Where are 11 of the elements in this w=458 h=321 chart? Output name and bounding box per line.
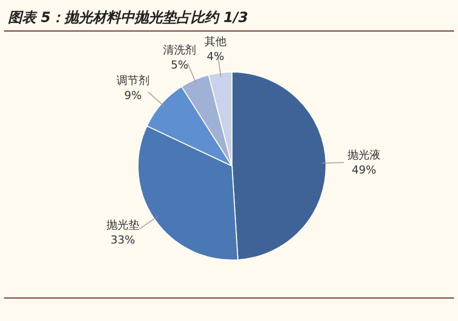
data-label: 4% — [206, 50, 224, 63]
slice-label: 抛光液 — [347, 148, 380, 162]
slice-label: 抛光垫 — [106, 218, 140, 232]
slice-label: 调节剂 — [116, 74, 150, 87]
data-label: 33% — [110, 233, 136, 246]
data-label: 49% — [352, 163, 376, 176]
data-label: 9% — [124, 88, 142, 102]
data-label: 5% — [170, 58, 188, 72]
slice-label: 清洗剂 — [163, 44, 196, 57]
slice-label: 其他 — [204, 34, 226, 48]
chart-title: 图表 5：抛光材料中抛光垫占比约 1/3 — [8, 10, 248, 26]
